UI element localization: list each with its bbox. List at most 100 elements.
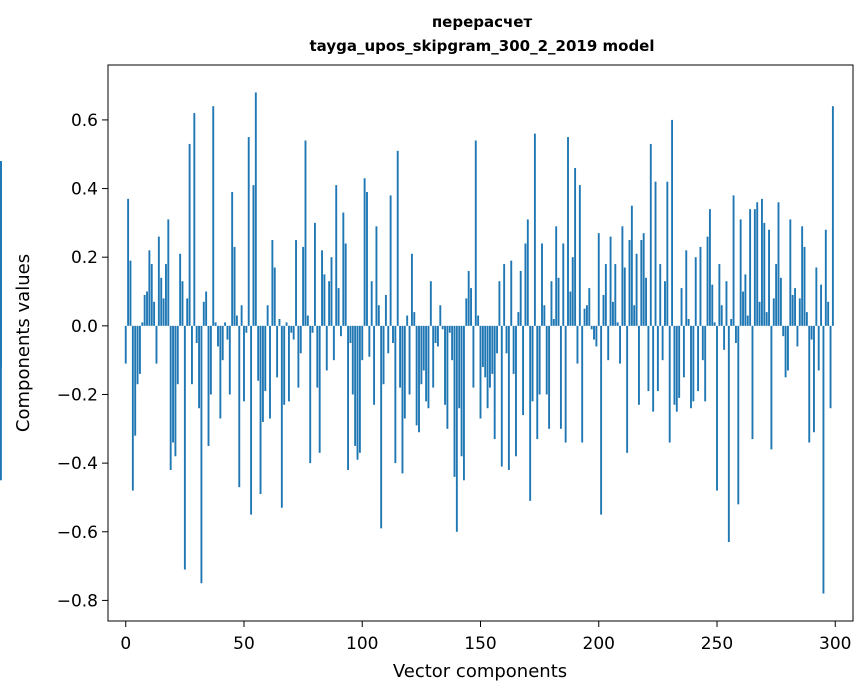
bar [330,257,333,326]
bar [798,298,801,326]
bar [221,325,224,361]
bar [661,325,664,361]
bar [713,322,716,326]
bar [233,246,236,326]
bar [557,277,560,326]
bar [129,260,132,326]
bar [775,264,778,326]
bar [763,222,766,326]
bar [522,325,525,416]
bar [247,137,250,326]
bar [585,305,588,326]
bar [399,325,402,388]
bar [252,185,255,326]
bar [595,325,598,347]
bar [507,325,510,470]
bar [465,298,468,326]
bar [562,243,565,326]
bar [470,288,472,326]
bar [429,281,432,326]
bar [796,325,799,347]
bar [370,281,373,326]
bar [290,325,293,333]
y-tick-label: 0.6 [71,111,98,131]
bar [621,226,624,326]
bar [581,325,584,443]
bar [810,325,813,340]
bar [716,325,718,491]
bar [697,325,700,392]
bar [742,291,744,326]
bar [692,325,695,402]
bar [673,325,676,405]
bar [299,325,302,354]
bar [588,288,591,326]
bar [283,325,286,405]
bar [753,209,756,326]
bar [254,92,257,326]
y-tick-label: −0.4 [57,454,98,474]
bar [318,325,321,453]
bar [666,181,669,326]
bar [148,250,151,326]
bar [136,325,139,385]
bar [831,106,834,326]
bar [167,219,170,326]
bar [734,325,737,343]
y-tick-label: −0.2 [57,385,98,405]
bar [325,325,328,371]
bar [314,222,316,326]
bar [803,246,806,326]
bar [316,325,319,388]
bar [744,274,747,326]
bar [647,325,650,392]
bar [569,291,572,326]
bar [820,284,823,326]
bar [602,294,605,326]
x-tick-label: 150 [464,634,496,654]
bar [737,325,740,505]
bar [536,325,539,440]
bar [600,325,603,515]
bar [143,294,146,326]
bar [382,325,385,385]
bar [193,113,196,326]
bar [432,325,435,388]
bar [635,253,638,326]
bar [358,325,361,453]
bar [455,325,458,532]
bar [758,301,761,326]
bar [141,322,144,326]
bar [344,243,347,326]
bar [479,325,482,419]
bar [427,325,430,409]
bar [787,325,789,371]
y-tick-label: 0.4 [71,180,98,200]
bar [711,284,714,326]
bar [191,325,193,385]
bar [217,325,219,347]
bar [671,119,674,326]
bar [652,325,655,412]
bar [309,325,312,464]
bar [351,325,354,395]
bar [157,236,160,326]
bar [789,219,792,326]
bar [366,191,368,326]
bar [179,253,182,326]
bar [460,325,463,457]
bar [340,325,342,337]
bar [162,298,165,326]
bar [0,325,2,368]
bar [782,325,785,337]
bar [623,267,626,326]
bar [567,137,569,326]
bar [545,325,548,395]
bar [127,198,130,326]
bar [349,325,352,343]
bar [761,198,763,326]
bar [0,161,2,326]
y-axis-label: Components values [13,254,34,432]
bars-group [0,92,834,594]
